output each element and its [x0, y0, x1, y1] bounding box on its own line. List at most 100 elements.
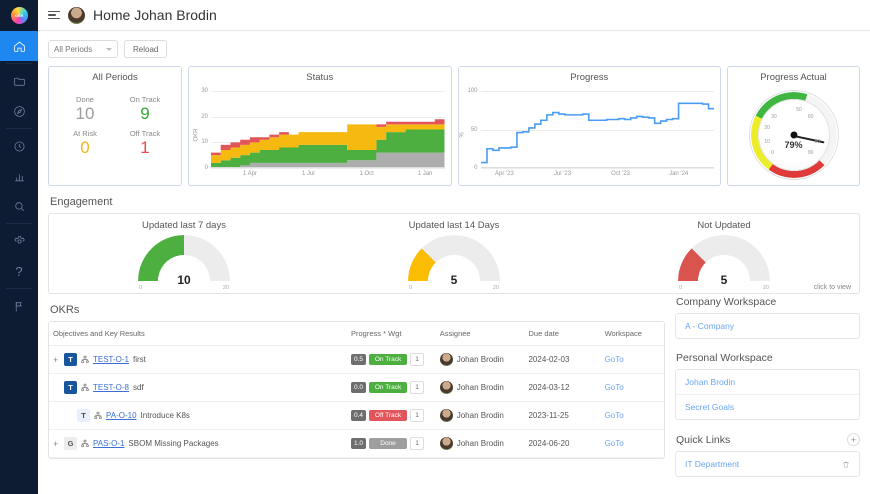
list-item[interactable]: IT Department: [676, 452, 859, 476]
card-all-periods: All Periods Done 10 On Track 9 At Risk 0: [48, 66, 182, 186]
column-header-progress[interactable]: Progress * Wgt: [346, 322, 436, 346]
divider: [6, 288, 32, 289]
hierarchy-icon: [81, 383, 89, 391]
reload-button[interactable]: Reload: [124, 40, 168, 58]
weight-value: 1: [410, 437, 425, 450]
sidebar-item-search[interactable]: [0, 191, 38, 221]
sidebar-item-explore[interactable]: [0, 96, 38, 126]
goto-link[interactable]: GoTo: [604, 383, 624, 392]
status-chart[interactable]: OKR 0 10 20 30 1 Apr 1 Jul 1 Oct 1 Jan: [189, 85, 451, 185]
sidebar-item-flag[interactable]: [0, 291, 38, 321]
okr-code-link[interactable]: TEST-O-1: [93, 355, 130, 364]
menu-toggle-icon[interactable]: [48, 10, 60, 20]
okr-description: Introduce K8s: [140, 411, 190, 420]
table-header-row: Objectives and Key Results Progress * Wg…: [49, 322, 664, 346]
okr-code-link[interactable]: TEST-O-8: [93, 383, 130, 392]
gauge-max: 20: [222, 285, 229, 291]
goto-link[interactable]: GoTo: [604, 411, 624, 420]
kpi-at-risk[interactable]: At Risk 0: [55, 129, 115, 156]
sidebar-item-recent[interactable]: [0, 131, 38, 161]
card-title: Status: [306, 72, 334, 83]
table-row[interactable]: + G PAS-O-1 SBOM Missing Packages 1.0 Done 1 Jo…: [49, 429, 664, 458]
gauge-value: 79%: [784, 140, 803, 151]
question-icon: ?: [15, 263, 23, 279]
status-plot-area: 0 10 20 30 1 Apr 1 Jul 1 Oct 1 Jan: [201, 88, 445, 177]
kpi-on-track[interactable]: On Track 9: [115, 95, 175, 122]
personal-workspace-list: Johan Brodin Secret Goals: [675, 369, 860, 420]
goto-link[interactable]: GoTo: [604, 439, 624, 448]
bottom-section: OKRs Objectives and Key Results Progress…: [48, 294, 860, 488]
status-y-axis-label: OKR: [193, 128, 200, 142]
filter-toolbar: All Periods Reload: [48, 31, 860, 66]
cell-objective: + T TEST-O-1 first: [49, 345, 347, 374]
app-logo[interactable]: OKR: [0, 0, 38, 31]
x-tick-label: 1 Oct: [359, 171, 374, 177]
cell-due-date: 2024-02-03: [524, 345, 601, 374]
column-header-objectives[interactable]: Objectives and Key Results: [49, 322, 347, 346]
sidebar-item-reports[interactable]: [0, 161, 38, 191]
list-item[interactable]: A - Company: [676, 314, 859, 338]
progress-actual-gauge[interactable]: 79% 0 10 20 30 50 60 80 90: [728, 85, 859, 185]
weight-value: 1: [410, 353, 425, 366]
engagement-gauge-14days[interactable]: Updated last 14 Days 0 20 5: [319, 220, 589, 291]
quick-link-label: IT Department: [685, 459, 740, 469]
list-item[interactable]: Secret Goals: [676, 395, 859, 419]
gridline: [480, 91, 714, 92]
okr-code-link[interactable]: PAS-O-1: [93, 439, 125, 448]
kpi-done[interactable]: Done 10: [55, 95, 115, 122]
sidebar-item-settings[interactable]: [0, 226, 38, 256]
workspace-link: Johan Brodin: [685, 377, 736, 387]
sidebar-item-help[interactable]: ?: [0, 256, 38, 286]
period-select[interactable]: All Periods: [48, 40, 118, 58]
expand-toggle-icon[interactable]: +: [53, 354, 59, 365]
avatar: [439, 353, 453, 366]
chevron-down-icon: [106, 47, 112, 51]
status-badge: On Track: [369, 354, 408, 365]
home-icon: [13, 41, 25, 52]
click-to-view-link[interactable]: click to view: [813, 284, 851, 291]
table-row[interactable]: + T TEST-O-1 first 0.5 On Track 1 Johan Brodin 2…: [49, 345, 664, 374]
type-badge: T: [77, 409, 90, 422]
gauge-value: 5: [720, 273, 728, 287]
progress-value: 1.0: [350, 438, 367, 449]
sidebar-item-folder[interactable]: [0, 66, 38, 96]
column-header-assignee[interactable]: Assignee: [435, 322, 525, 346]
progress-chart[interactable]: % 0 50 100 Apr '23 Jul '23 Oct '23 Jan '24: [459, 85, 721, 185]
expand-toggle-icon[interactable]: +: [53, 438, 59, 449]
engagement-gauge-not-updated[interactable]: Not Updated 0 20 5: [589, 220, 859, 291]
clock-icon: [13, 140, 25, 152]
add-quick-link-button[interactable]: +: [847, 433, 860, 446]
semi-gauge: 0 20 5: [678, 235, 770, 291]
kpi-label: On Track: [129, 95, 161, 104]
avatar: [439, 381, 453, 394]
cell-workspace: GoTo: [600, 373, 664, 402]
x-tick-label: 1 Apr: [242, 171, 257, 177]
cell-due-date: 2024-03-12: [524, 373, 601, 402]
engagement-gauge-7days[interactable]: Updated last 7 days 0 20 10: [49, 220, 319, 291]
gauge-min: 0: [679, 285, 683, 291]
list-item[interactable]: Johan Brodin: [676, 370, 859, 395]
gear-icon: [13, 235, 25, 244]
kpi-label: At Risk: [73, 129, 97, 138]
okr-description: sdf: [133, 383, 144, 392]
kpi-value: 0: [80, 138, 90, 157]
gridline: [480, 129, 714, 131]
y-tick-label: 0: [204, 165, 208, 171]
column-header-due-date[interactable]: Due date: [524, 322, 601, 346]
logo-text: OKR: [15, 13, 23, 18]
avatar[interactable]: [68, 6, 85, 24]
sidebar-item-home[interactable]: [0, 31, 38, 61]
column-header-workspace[interactable]: Workspace: [600, 322, 664, 346]
progress-value: 0.0: [350, 382, 367, 393]
goto-link[interactable]: GoTo: [604, 355, 624, 364]
trash-icon[interactable]: [842, 460, 850, 469]
progress-value: 0.4: [350, 410, 367, 421]
okr-table-panel: Objectives and Key Results Progress * Wg…: [48, 321, 665, 459]
kpi-off-track[interactable]: Off Track 1: [115, 129, 175, 156]
okr-code-link[interactable]: PA-O-10: [106, 411, 137, 420]
semi-gauge: 0 20 10: [138, 235, 230, 291]
gauge-tick-label: 10: [764, 138, 770, 145]
